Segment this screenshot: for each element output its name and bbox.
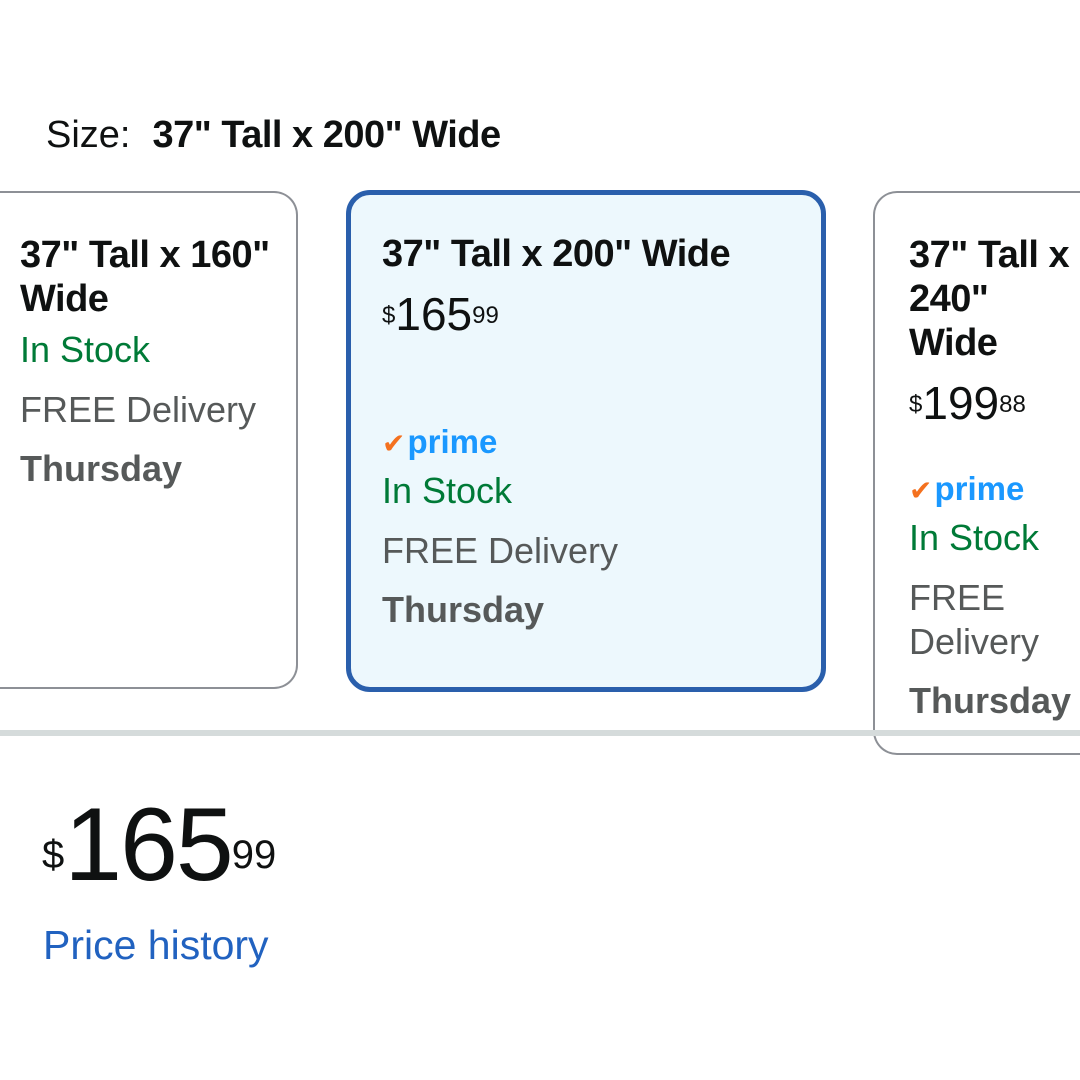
- size-option-title: 37" Tall x 200" Wide: [382, 233, 731, 275]
- prime-check-icon: ✔: [909, 475, 933, 506]
- delivery-text: FREE Delivery: [20, 389, 257, 430]
- delivery-day: Thursday: [382, 589, 545, 630]
- size-option-card[interactable]: 37" Tall x 160" Wide In Stock FREE Deliv…: [0, 191, 298, 689]
- section-divider: [0, 730, 1080, 736]
- price-history-link[interactable]: Price history: [43, 922, 269, 968]
- size-option-card[interactable]: 37" Tall x 240" Wide $19988 ✔prime In St…: [873, 191, 1080, 755]
- stock-status: In Stock: [909, 517, 1040, 558]
- delivery-day: Thursday: [909, 680, 1072, 721]
- main-price: $16599: [42, 787, 277, 903]
- stock-status: In Stock: [382, 470, 513, 511]
- size-option-card-selected[interactable]: 37" Tall x 200" Wide $16599 ✔prime In St…: [346, 190, 826, 692]
- prime-check-icon: ✔: [382, 428, 406, 459]
- size-option-price: $16599: [382, 288, 499, 340]
- delivery-text: FREE Delivery: [909, 577, 1040, 662]
- size-option-price: $19988: [909, 377, 1026, 429]
- size-option-title: 37" Tall x 160" Wide: [20, 234, 270, 320]
- size-label: Size:: [46, 114, 131, 156]
- size-selector-label: Size: 37" Tall x 200" Wide: [46, 114, 501, 157]
- delivery-text: FREE Delivery: [382, 530, 619, 571]
- selected-size: 37" Tall x 200" Wide: [152, 114, 501, 156]
- prime-badge: ✔prime: [382, 423, 498, 460]
- delivery-day: Thursday: [20, 448, 183, 489]
- stock-status: In Stock: [20, 329, 151, 370]
- prime-badge: ✔prime: [909, 470, 1025, 507]
- size-option-title: 37" Tall x 240" Wide: [909, 234, 1070, 364]
